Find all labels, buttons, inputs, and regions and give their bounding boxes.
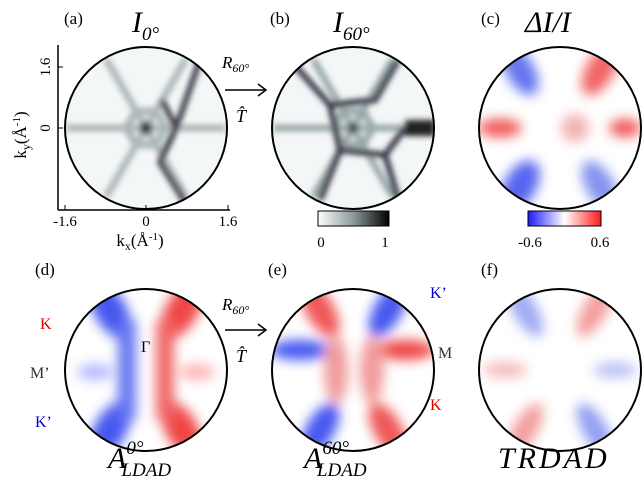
- figure: 1.6 0 -1.6 0 1.6 ky(Å-1) kx(Å-1) (a) I0°…: [0, 0, 644, 483]
- y-axis-label: ky(Å-1): [11, 111, 33, 158]
- colorbar-tick: 0: [317, 235, 325, 251]
- operator: R60°: [221, 53, 249, 75]
- x-tick-label: 0: [142, 214, 150, 230]
- panel-label: (f): [481, 260, 498, 279]
- x-tick-label: -1.6: [53, 214, 77, 230]
- colorbar: [318, 211, 389, 226]
- panel-title: I0°: [131, 6, 160, 45]
- point-label: K’: [35, 414, 52, 431]
- operator: T̂: [236, 106, 248, 126]
- point-label: K’: [430, 285, 447, 302]
- operator: R60°: [221, 295, 249, 317]
- x-axis-label: kx(Å-1): [116, 231, 163, 253]
- colorbar: [528, 211, 601, 226]
- point-label: Γ: [141, 339, 150, 356]
- panel-title: TRDAD: [498, 442, 610, 475]
- panel-label: (b): [270, 9, 290, 28]
- panel-d: (d) K M’ Γ K’ A0°LDAD: [30, 260, 227, 481]
- operator: T̂: [236, 346, 248, 366]
- panel-label: (d): [35, 260, 55, 279]
- transform-arrow: R60° T̂: [221, 53, 266, 126]
- y-tick-label: 1.6: [38, 57, 54, 76]
- panel-a: 1.6 0 -1.6 0 1.6 ky(Å-1) kx(Å-1) (a) I0°: [11, 6, 238, 253]
- panel-label: (c): [481, 9, 500, 28]
- colorbar-tick: -0.6: [518, 235, 542, 251]
- colorbar-tick: 0.6: [591, 235, 610, 251]
- y-tick-label: 0: [38, 124, 54, 132]
- transform-arrow: R60° T̂: [221, 295, 266, 366]
- x-tick-label: 1.6: [219, 214, 238, 230]
- colorbar-tick: 1: [381, 235, 389, 251]
- panel-label: (e): [268, 260, 287, 279]
- point-label: M’: [30, 365, 50, 382]
- panel-e: (e) K’ M K A60°LDAD: [268, 260, 452, 481]
- panel-title: I60°: [332, 6, 370, 45]
- point-label: M: [438, 345, 452, 362]
- panel-c: (c) ΔI/I -0.6 0.6: [478, 6, 641, 251]
- point-label: K: [430, 397, 442, 414]
- panel-f: (f) TRDAD: [479, 260, 641, 475]
- panel-label: (a): [64, 9, 83, 28]
- panel-title: ΔI/I: [524, 6, 573, 39]
- panel-b: (b) I60° 0 1: [270, 6, 435, 251]
- point-label: K: [40, 316, 52, 333]
